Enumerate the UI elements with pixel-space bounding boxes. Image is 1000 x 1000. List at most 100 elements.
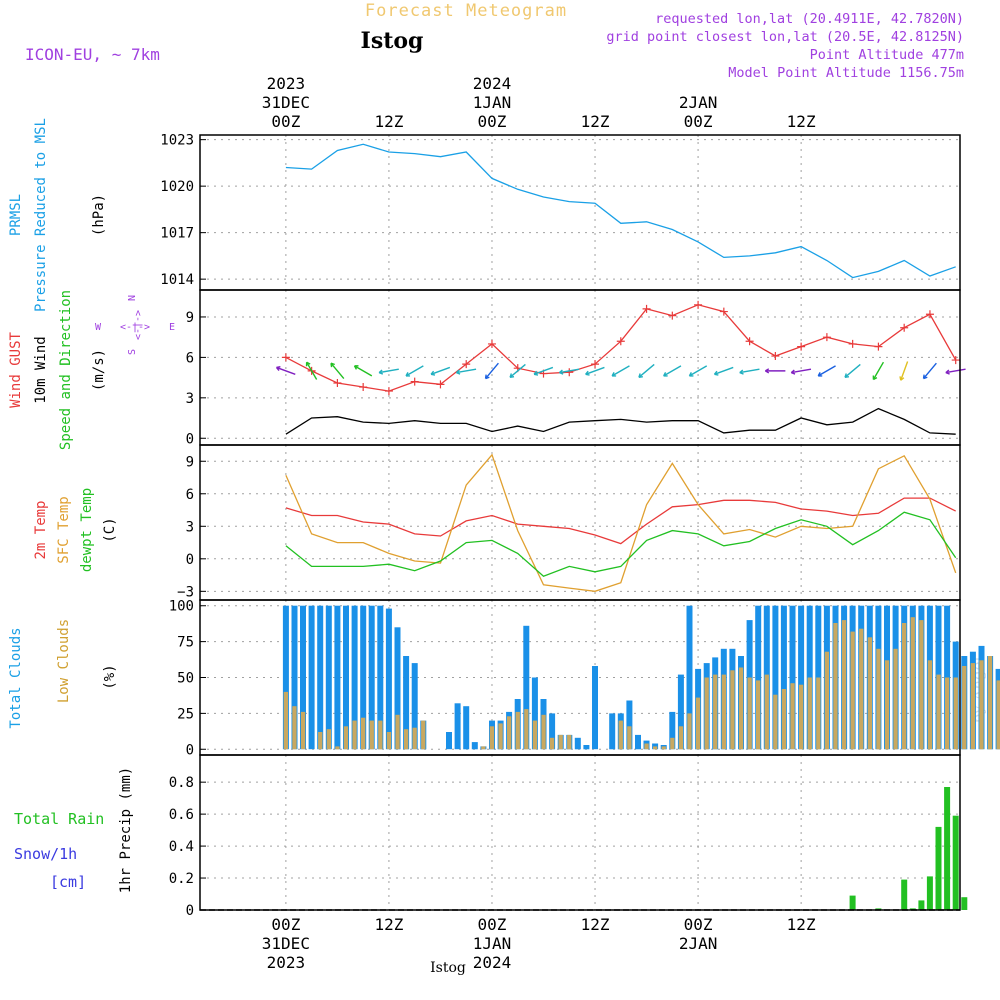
low-clouds-bar [850, 631, 855, 750]
precip-bar [875, 908, 882, 910]
total-clouds-bar [403, 656, 410, 750]
low-clouds-bar [721, 674, 726, 750]
low-clouds-bar [343, 726, 349, 750]
total-clouds-bar [626, 700, 633, 750]
wind-arrow-head [585, 370, 590, 376]
compass-vertical: <-|-> [132, 310, 143, 340]
ytick-label: 1023 [160, 133, 194, 149]
temp-dew-label: dewpt Temp [79, 488, 95, 572]
low-clouds-bar [300, 711, 306, 750]
wind-arrow-shaft [306, 361, 318, 380]
low-clouds-bar [910, 617, 915, 750]
wind-arrow-shaft [791, 368, 812, 374]
gust-point [565, 368, 574, 377]
low-clouds-bar [773, 694, 778, 750]
wind-arrow-shaft [817, 365, 836, 377]
gust-point [616, 337, 625, 346]
ytick-label: 50 [177, 671, 194, 687]
wind-arrow-head [353, 365, 359, 370]
wind-arrow-head [922, 374, 928, 380]
ytick-label: 0 [186, 431, 194, 447]
precip-bar [901, 879, 908, 910]
precip-bar [918, 900, 925, 910]
total-clouds-bar [755, 605, 762, 750]
wind-arrow-shaft [922, 362, 937, 379]
total-clouds-bar [343, 605, 349, 750]
panel-frame-4 [199, 754, 961, 911]
wind-arrow-icon [844, 363, 861, 378]
wind-arrow-shaft [533, 366, 554, 375]
wind-arrow-icon [638, 363, 655, 378]
total-clouds-bar [454, 703, 461, 750]
ytick-label: 0.6 [169, 807, 194, 823]
low-clouds-bar [945, 677, 950, 750]
low-clouds-bar [644, 743, 649, 750]
low-clouds-bar [996, 680, 1000, 750]
wind-arrow-icon [611, 365, 630, 377]
wind-arrow-icon [484, 362, 499, 380]
total-clouds-bar [377, 605, 384, 750]
gust-line [285, 304, 957, 392]
low-clouds-bar [498, 723, 503, 750]
precip-bar [849, 895, 856, 910]
total-clouds-bar [308, 605, 315, 750]
low-clouds-bar [747, 677, 752, 750]
wind-arrow-icon [509, 363, 526, 378]
time-tick-bottom-d31: 00Z [271, 915, 300, 934]
ytick-label: 25 [177, 706, 194, 722]
wind-arrow-icon [558, 368, 580, 375]
gust-point [694, 300, 703, 309]
pressure-unit: (hPa) [91, 194, 107, 236]
time-tick-top-d31: 2023 [267, 74, 306, 93]
low-clouds-bar [524, 709, 529, 750]
low-clouds-bar [953, 677, 958, 750]
time-tick-bottom-d02: 2JAN [679, 934, 718, 953]
ytick-label: 9 [186, 454, 194, 470]
low-clouds-bar [326, 729, 331, 750]
wind-arrow-icon [765, 368, 786, 374]
low-clouds-bar [738, 667, 744, 750]
wind-arrow-head [509, 373, 515, 378]
low-clouds-bar [335, 746, 340, 750]
total-clouds-bar [351, 605, 358, 750]
total-clouds-bar [463, 706, 470, 750]
wind-arrow-shaft [509, 363, 526, 378]
low-clouds-bar [841, 620, 847, 750]
gust-point [822, 333, 831, 342]
grid-point-coords: grid point closest lon,lat (20.5E, 42.81… [606, 29, 964, 45]
panel-frame-2 [199, 444, 961, 601]
temp-2m-line [285, 497, 956, 545]
wind-arrow-head [638, 373, 643, 378]
low-clouds-bar [352, 720, 357, 750]
wind-arrow-shaft [872, 361, 885, 380]
wind-arrow-icon [533, 366, 554, 376]
wind-arrow-shaft [559, 368, 580, 374]
compass-icon: N S W E <-|-> <-|-> [95, 295, 175, 355]
low-clouds-bar [618, 720, 623, 750]
total-clouds-bar [549, 713, 556, 750]
gust-point [436, 380, 445, 389]
wind-arrow-head [688, 372, 694, 377]
time-tick-bottom-n01: 12Z [581, 915, 610, 934]
gust-point [900, 323, 909, 332]
wind-arrow-head [455, 369, 461, 375]
chart-title: Forecast Meteogram [365, 1, 567, 21]
time-tick-bottom-d31: 31DEC [262, 934, 310, 953]
compass-n: N [127, 295, 138, 301]
wind-arrow-shaft [378, 368, 399, 374]
low-clouds-bar [807, 677, 812, 750]
low-clouds-bar [962, 666, 967, 750]
low-clouds-label: Low Clouds [56, 619, 72, 703]
low-clouds-bar [558, 734, 563, 750]
low-clouds-bar [919, 620, 924, 750]
wind-arrow-head [790, 369, 796, 375]
low-clouds-bar [515, 711, 520, 750]
wind-arrow-shaft [485, 362, 499, 379]
wind-arrow-head [558, 369, 564, 375]
low-clouds-bar [481, 746, 486, 750]
ytick-label: 0.2 [169, 871, 194, 887]
low-clouds-bar [876, 648, 881, 750]
wind-arrow-icon [663, 365, 682, 377]
gust-point [925, 310, 934, 319]
wind-arrow-icon [739, 368, 760, 375]
